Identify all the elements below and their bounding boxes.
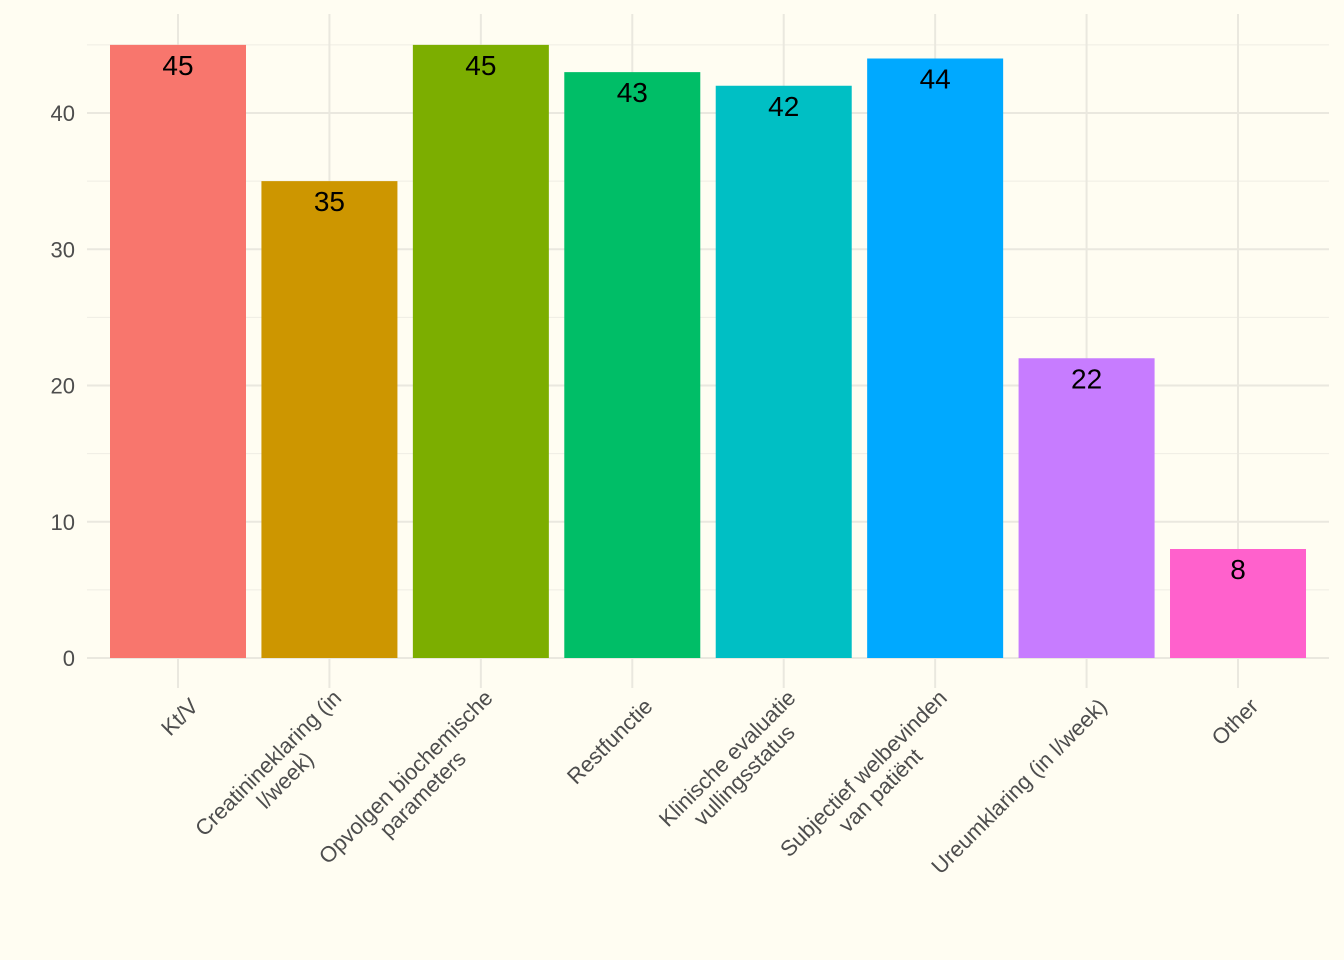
bars: [110, 44, 1307, 658]
y-tick-label: 20: [51, 374, 75, 399]
x-tick-label-line: Opvolgen biochemische: [314, 685, 498, 869]
y-tick-label: 30: [51, 237, 75, 262]
x-tick-label-line: Creatinineklaring (in: [190, 685, 346, 841]
x-tick-label: Other: [1207, 694, 1264, 751]
bar: [564, 72, 701, 658]
data-label: 22: [1071, 363, 1102, 394]
data-label: 8: [1230, 554, 1246, 585]
bar: [1170, 549, 1307, 658]
data-label: 42: [768, 91, 799, 122]
data-label: 43: [617, 77, 648, 108]
x-tick-label-line: Other: [1207, 694, 1264, 751]
x-tick-label: Kt/V: [156, 693, 203, 740]
data-label: 45: [162, 50, 193, 81]
x-tick-label-line: Restfunctie: [562, 694, 658, 790]
x-tick-label-line: Kt/V: [156, 693, 203, 740]
data-label: 44: [920, 64, 951, 95]
bar: [261, 181, 398, 658]
data-labels: 45 35 45 43 42 44 22 8: [162, 50, 1245, 585]
data-label: 45: [465, 50, 496, 81]
y-tick-label: 0: [63, 646, 75, 671]
y-tick-label: 40: [51, 101, 75, 126]
y-tick-label: 10: [51, 510, 75, 535]
bar: [1018, 358, 1155, 658]
bar: [867, 58, 1004, 658]
y-axis: 0 10 20 30 40: [51, 101, 75, 671]
x-tick-label-line: Ureumklaring (in l/week): [926, 694, 1111, 879]
bar: [110, 44, 246, 658]
x-tick-label: Ureumklaring (in l/week): [926, 694, 1111, 879]
bar: [412, 44, 549, 658]
data-label: 35: [314, 186, 345, 217]
x-tick-label: Restfunctie: [562, 694, 658, 790]
bar: [715, 85, 852, 658]
x-tick-label-line: Subjectief welbevinden: [775, 685, 952, 862]
